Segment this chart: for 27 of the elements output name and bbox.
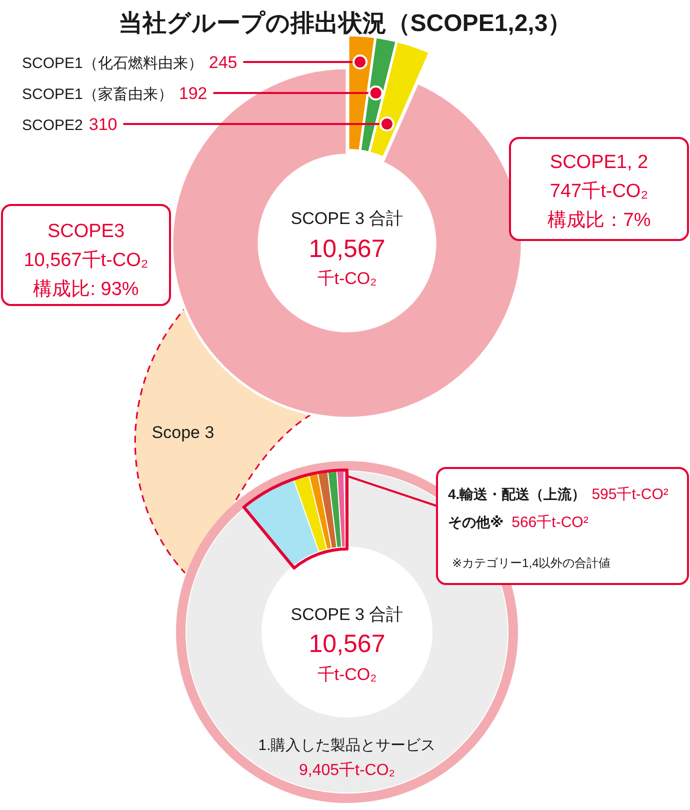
slice-label: 1.購入した製品とサービス	[258, 737, 436, 754]
text: 566千t-CO²	[512, 514, 588, 531]
slice-label: SCOPE1（化石燃料由来）	[22, 55, 203, 72]
text: 4.輸送・配送（上流）	[448, 486, 586, 502]
chart-title: 当社グループの排出状況（SCOPE1,2,3）	[118, 10, 572, 37]
text: SCOPE1, 2	[550, 152, 648, 173]
data-label: 192	[178, 84, 208, 103]
data-label: 10,567千t-CO₂	[24, 250, 148, 271]
text: 構成比：7%	[547, 210, 651, 231]
text: Scope 3	[152, 423, 214, 442]
text: 595千t-CO²	[592, 486, 668, 503]
data-label: 9,405千t-CO₂	[298, 761, 396, 779]
text: 10,567	[308, 630, 386, 658]
data-label: 310	[88, 115, 118, 134]
text: ※カテゴリー1,4以外の合計値	[452, 556, 611, 570]
text: その他※	[448, 514, 504, 530]
text: 構成比: 93%	[33, 279, 139, 300]
slice-label: SCOPE2	[22, 117, 83, 134]
text: SCOPE 3 合計	[290, 605, 404, 624]
text: 千t-CO₂	[317, 269, 377, 288]
text: 747千t-CO₂	[550, 181, 648, 202]
data-label: 245	[208, 53, 238, 72]
text: SCOPE 3 合計	[290, 209, 404, 228]
slice-label: SCOPE1（家畜由来）	[22, 86, 173, 103]
text: 千t-CO₂	[317, 665, 377, 684]
slice-label: SCOPE3	[47, 221, 125, 242]
text: 10,567	[308, 235, 386, 263]
